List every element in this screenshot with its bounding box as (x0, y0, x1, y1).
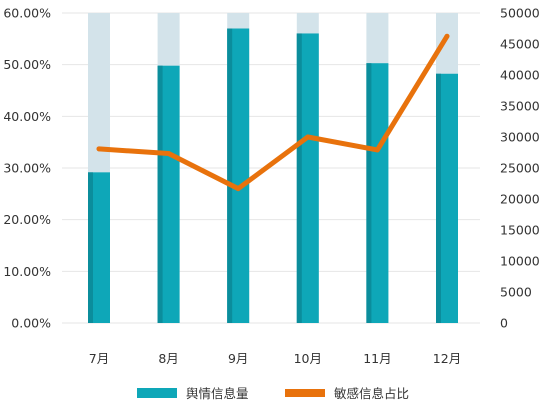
category-label: 12月 (433, 351, 461, 366)
category-label: 8月 (158, 351, 178, 366)
legend: 舆情信息量 敏感信息占比 (137, 386, 409, 401)
left-axis-ticks: 0.00% 10.00% 20.00% 30.00% 40.00% 50.00% 60.00… (3, 6, 51, 331)
right-axis-tick-label: 5000 (500, 285, 532, 300)
left-axis-tick-label: 40.00% (3, 109, 51, 124)
right-axis-tick-label: 45000 (500, 37, 540, 52)
legend-swatch-bar (137, 388, 177, 398)
line-point (444, 33, 450, 39)
bar (157, 65, 180, 323)
right-axis-tick-label: 40000 (500, 68, 540, 83)
right-axis-ticks: 0 5000 10000 15000 20000 25000 30000 35000 40000… (500, 6, 540, 331)
right-axis-tick-label: 20000 (500, 192, 540, 207)
left-axis-tick-label: 0.00% (11, 316, 51, 331)
bar-shade (436, 73, 441, 323)
left-axis-tick-label: 30.00% (3, 161, 51, 176)
bar (436, 73, 458, 323)
category-label: 11月 (363, 351, 391, 366)
right-axis-tick-label: 30000 (500, 130, 540, 145)
bar-shade (227, 28, 233, 323)
category-label: 10月 (294, 351, 322, 366)
line-point (375, 147, 380, 153)
line-path (96, 33, 450, 192)
line-point (235, 186, 241, 192)
category-label: 9月 (228, 351, 248, 366)
left-axis-tick-label: 20.00% (3, 212, 51, 227)
bar-shade (88, 172, 93, 323)
right-axis-tick-label: 10000 (500, 254, 540, 269)
bar (88, 172, 110, 323)
left-axis-tick-label: 50.00% (3, 57, 51, 72)
line-point (305, 134, 311, 140)
legend-label-line: 敏感信息占比 (334, 386, 409, 401)
bar-shade (296, 33, 302, 324)
gridlines (62, 12, 480, 324)
right-axis-tick-label: 35000 (500, 99, 540, 114)
bar (227, 28, 250, 323)
legend-swatch-line (285, 389, 325, 397)
right-axis-tick-label: 0 (500, 316, 508, 331)
line-point (96, 146, 102, 152)
bar (296, 33, 319, 324)
right-axis-tick-label: 15000 (500, 223, 540, 238)
line-point (166, 151, 172, 156)
legend-label-bar: 舆情信息量 (186, 386, 249, 401)
bar-shade (366, 63, 372, 323)
left-axis-tick-label: 60.00% (3, 6, 51, 21)
right-axis-tick-label: 50000 (500, 6, 540, 21)
bars (88, 28, 458, 324)
right-axis-tick-label: 25000 (500, 161, 540, 176)
bar (366, 63, 389, 323)
left-axis-tick-label: 10.00% (3, 264, 51, 279)
line-series (96, 33, 450, 192)
bar-shade (157, 65, 163, 323)
category-labels: 7月 8月 9月 10月 11月 12月 (89, 351, 461, 366)
category-label: 7月 (89, 351, 109, 366)
